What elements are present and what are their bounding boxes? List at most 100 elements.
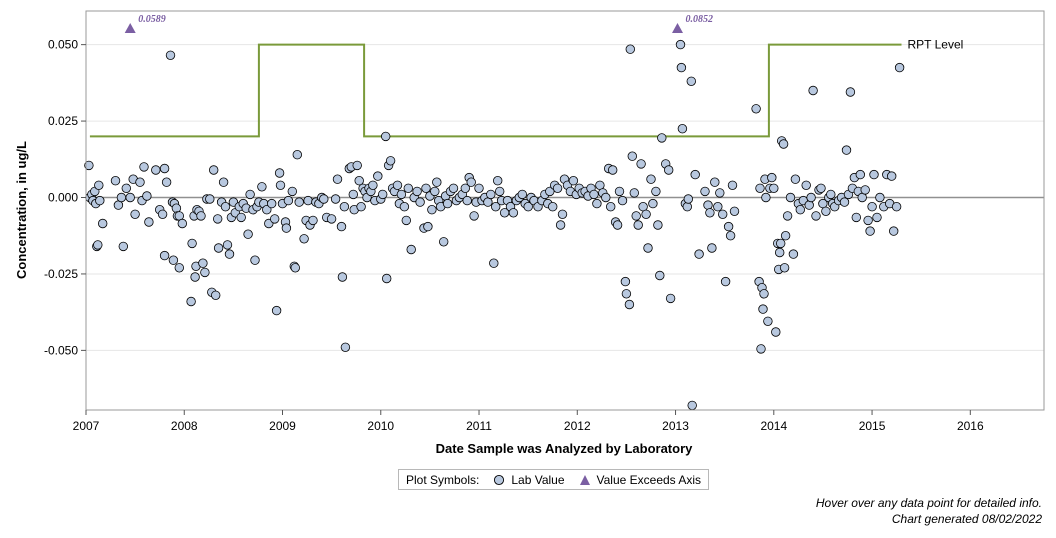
data-point[interactable]: [144, 217, 154, 227]
data-point[interactable]: [612, 220, 623, 230]
data-point[interactable]: [548, 201, 558, 212]
data-point[interactable]: [625, 44, 636, 54]
data-point[interactable]: [430, 186, 440, 197]
data-point[interactable]: [620, 276, 631, 287]
exceedance-markers[interactable]: 0.0589 0.0852: [124, 14, 713, 33]
data-point[interactable]: [601, 192, 611, 203]
data-point[interactable]: [869, 169, 879, 180]
data-point[interactable]: [646, 174, 656, 184]
data-point[interactable]: [682, 201, 693, 212]
data-point[interactable]: [718, 209, 728, 220]
data-point[interactable]: [845, 87, 856, 97]
data-point[interactable]: [769, 183, 779, 194]
data-point[interactable]: [617, 195, 628, 206]
data-point[interactable]: [208, 165, 219, 175]
data-point[interactable]: [790, 174, 801, 184]
data-point[interactable]: [761, 192, 771, 203]
exceedance-marker[interactable]: [672, 23, 684, 33]
data-point[interactable]: [275, 180, 286, 191]
data-point[interactable]: [283, 195, 294, 206]
data-point[interactable]: [356, 201, 366, 212]
data-point[interactable]: [200, 267, 210, 278]
data-point[interactable]: [399, 201, 410, 212]
data-point[interactable]: [633, 220, 643, 230]
data-point[interactable]: [756, 344, 766, 354]
lab-value-points[interactable]: [84, 39, 905, 411]
data-point[interactable]: [552, 183, 563, 194]
data-point[interactable]: [423, 221, 433, 232]
data-point[interactable]: [439, 237, 449, 247]
data-point[interactable]: [648, 198, 658, 209]
data-point[interactable]: [653, 220, 663, 230]
data-point[interactable]: [778, 139, 789, 149]
data-point[interactable]: [287, 186, 298, 197]
data-point[interactable]: [294, 197, 304, 207]
data-point[interactable]: [755, 183, 765, 194]
data-point[interactable]: [863, 215, 873, 226]
data-point[interactable]: [486, 189, 496, 200]
data-point[interactable]: [707, 243, 717, 253]
data-point[interactable]: [159, 163, 170, 174]
data-point[interactable]: [801, 180, 811, 191]
data-point[interactable]: [135, 177, 145, 187]
data-point[interactable]: [299, 234, 309, 244]
data-point[interactable]: [629, 188, 640, 198]
data-point[interactable]: [808, 85, 818, 96]
data-point[interactable]: [381, 131, 391, 142]
data-point[interactable]: [703, 200, 713, 210]
data-point[interactable]: [339, 201, 350, 212]
data-point[interactable]: [292, 149, 303, 160]
data-point[interactable]: [210, 290, 221, 301]
data-point[interactable]: [412, 186, 422, 197]
data-point[interactable]: [782, 211, 793, 221]
data-point[interactable]: [474, 183, 484, 194]
data-point[interactable]: [196, 211, 206, 221]
data-point[interactable]: [332, 174, 343, 184]
data-point[interactable]: [222, 240, 233, 250]
data-point[interactable]: [308, 215, 318, 226]
data-point[interactable]: [517, 189, 528, 200]
data-point[interactable]: [636, 159, 646, 169]
data-point[interactable]: [627, 151, 638, 161]
data-point[interactable]: [676, 62, 687, 73]
data-point[interactable]: [889, 226, 899, 236]
data-point[interactable]: [121, 183, 132, 194]
data-point[interactable]: [290, 263, 301, 273]
data-point[interactable]: [469, 211, 479, 221]
data-point[interactable]: [174, 263, 185, 273]
data-point[interactable]: [614, 186, 625, 197]
data-point[interactable]: [257, 182, 267, 192]
data-point[interactable]: [93, 240, 103, 250]
data-point[interactable]: [624, 299, 635, 310]
data-point[interactable]: [665, 293, 676, 304]
data-point[interactable]: [555, 220, 566, 230]
data-point[interactable]: [851, 212, 862, 223]
data-point[interactable]: [804, 200, 814, 210]
data-point[interactable]: [727, 180, 738, 191]
data-point[interactable]: [340, 342, 351, 353]
data-point[interactable]: [354, 175, 364, 186]
data-point[interactable]: [775, 247, 785, 258]
data-point[interactable]: [723, 221, 734, 232]
data-point[interactable]: [725, 230, 736, 241]
data-point[interactable]: [224, 249, 235, 259]
data-point[interactable]: [139, 162, 149, 172]
data-point[interactable]: [403, 183, 414, 194]
data-point[interactable]: [720, 276, 731, 287]
data-point[interactable]: [621, 289, 632, 299]
data-point[interactable]: [887, 171, 897, 181]
data-point[interactable]: [212, 214, 223, 224]
data-point[interactable]: [826, 189, 836, 200]
data-point[interactable]: [385, 156, 396, 166]
data-point[interactable]: [382, 273, 392, 284]
data-point[interactable]: [780, 230, 791, 241]
data-point[interactable]: [84, 160, 94, 171]
data-point[interactable]: [326, 214, 337, 224]
data-point[interactable]: [655, 270, 665, 281]
data-point[interactable]: [821, 206, 831, 217]
data-point[interactable]: [460, 183, 471, 194]
data-point[interactable]: [771, 327, 781, 337]
data-point[interactable]: [161, 177, 172, 187]
data-point[interactable]: [491, 201, 501, 212]
data-point[interactable]: [816, 183, 826, 194]
